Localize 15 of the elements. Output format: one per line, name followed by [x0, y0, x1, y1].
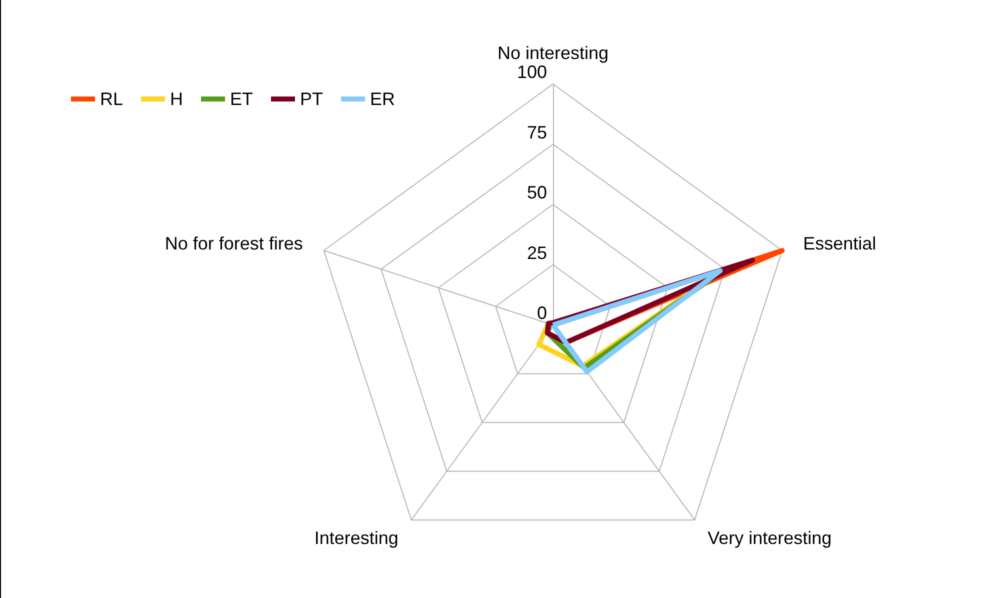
legend-label: ET: [230, 89, 254, 109]
spoke-label: No interesting: [497, 43, 609, 63]
spoke-label: Interesting: [314, 528, 398, 548]
y-tick-label: 100: [516, 62, 547, 82]
legend-label: RL: [100, 89, 124, 109]
legend-label: ER: [370, 89, 396, 109]
y-tick-label: 25: [526, 242, 547, 263]
spoke-label: Essential: [803, 234, 876, 254]
legend-label: H: [170, 89, 184, 109]
y-tick-label: 75: [526, 122, 547, 142]
spoke-label: No for forest fires: [164, 234, 303, 254]
y-tick-label: 50: [526, 182, 547, 202]
y-tick-label: 0: [536, 303, 547, 323]
legend-label: PT: [300, 89, 324, 109]
spoke-label: Very interesting: [708, 528, 832, 548]
